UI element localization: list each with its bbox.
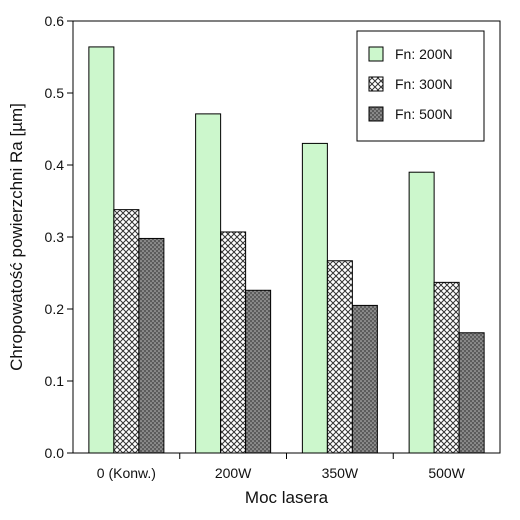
bar-3-3 (351, 304, 378, 454)
x-axis-title: Moc lasera (245, 488, 329, 507)
y-tick-label: 0.1 (45, 373, 65, 389)
legend-swatch-3 (368, 106, 384, 122)
bars-group (88, 46, 485, 454)
legend: Fn: 200N Fn: 300N Fn: 500N (356, 30, 485, 142)
bar-1-1 (88, 46, 115, 454)
legend-label-1: Fn: 200N (395, 46, 453, 62)
legend-label-2: Fn: 300N (395, 76, 453, 92)
y-tick-label: 0.6 (45, 13, 65, 29)
bar-1-4 (408, 171, 435, 454)
y-tick-label: 0.2 (45, 301, 65, 317)
x-tick-label: 0 (Konw.) (97, 465, 156, 481)
bar-3-4 (458, 332, 485, 454)
x-tick-label: 350W (322, 465, 359, 481)
y-axis-title: Chropowatość powierzchni Ra [µm] (7, 103, 26, 371)
bar-2-3 (326, 260, 353, 454)
bar-2-4 (433, 281, 460, 454)
legend-label-3: Fn: 500N (395, 106, 453, 122)
legend-swatch-2 (368, 76, 384, 92)
y-tick-label: 0.0 (45, 445, 65, 461)
bar-2-1 (113, 209, 140, 454)
bar-3-2 (245, 289, 272, 454)
x-axis: 0 (Konw.) 200W 350W 500W (97, 453, 466, 481)
legend-swatch-1 (368, 46, 384, 62)
y-tick-label: 0.4 (45, 157, 65, 173)
y-tick-label: 0.5 (45, 85, 65, 101)
bar-3-1 (138, 237, 165, 454)
x-tick-label: 500W (428, 465, 465, 481)
bar-1-3 (301, 142, 328, 454)
bar-2-2 (220, 231, 247, 454)
bar-1-2 (195, 113, 222, 454)
x-tick-label: 200W (215, 465, 252, 481)
y-tick-label: 0.3 (45, 229, 65, 245)
y-axis: 0.0 0.1 0.2 0.3 0.4 0.5 0.6 (45, 13, 73, 461)
